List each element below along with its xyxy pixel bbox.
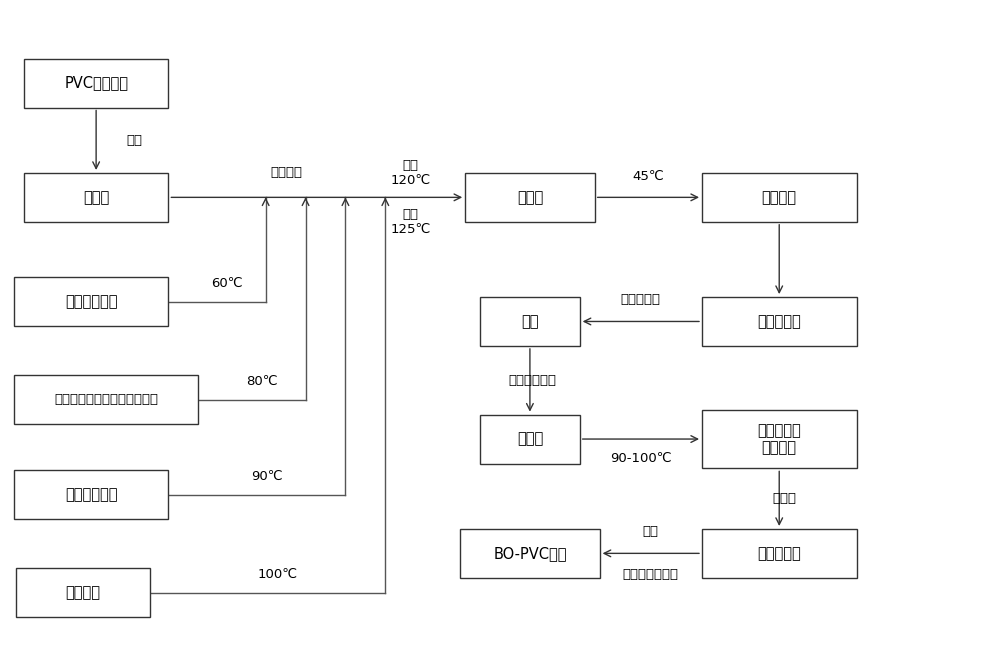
Text: BO-PVC管材: BO-PVC管材 [493,546,567,561]
Text: 外润滑剂: 外润滑剂 [66,585,101,600]
Text: 低速: 低速 [126,134,142,147]
Text: 90-100℃: 90-100℃ [610,452,672,465]
Text: 牵引: 牵引 [643,525,659,539]
Bar [480,297,580,346]
Bar [702,409,857,468]
Text: 定长切割、扩口: 定长切割、扩口 [623,568,679,581]
Bar [24,58,168,108]
Bar [702,529,857,578]
Text: 复合用稳定剂: 复合用稳定剂 [65,295,117,310]
Text: 80℃: 80℃ [246,375,278,388]
Bar [16,568,150,617]
Text: 混合物料: 混合物料 [762,190,797,205]
Bar [460,529,600,578]
Bar [702,173,857,222]
Text: 多阶梯锥形
取向芯模: 多阶梯锥形 取向芯模 [757,423,801,455]
Text: 成型模模头: 成型模模头 [621,293,661,306]
Bar [702,297,857,346]
Text: 热混机: 热混机 [83,190,109,205]
Text: 45℃: 45℃ [632,170,664,183]
Bar [14,277,168,327]
Bar [480,415,580,464]
Text: 加工助剂、内润滑剂、增韧剂: 加工助剂、内润滑剂、增韧剂 [54,394,158,406]
Text: PVC基体树脂: PVC基体树脂 [64,75,128,91]
Text: 加热炉: 加热炉 [517,432,543,447]
Text: 低于
125℃: 低于 125℃ [390,208,430,236]
Bar [14,375,198,424]
Text: 真空喷淋箱: 真空喷淋箱 [757,546,801,561]
Text: 锥双挤出机: 锥双挤出机 [757,314,801,329]
Text: 高于
120℃: 高于 120℃ [390,159,430,186]
Text: 100℃: 100℃ [258,567,298,581]
Text: 炭黑、钛白粉: 炭黑、钛白粉 [65,487,117,502]
Text: 90℃: 90℃ [251,470,283,483]
Bar [465,173,595,222]
Text: 冷混机: 冷混机 [517,190,543,205]
Text: 基管: 基管 [521,314,539,329]
Text: 定径套: 定径套 [772,492,796,505]
Text: 预定型、牵引: 预定型、牵引 [508,374,556,387]
Bar [24,173,168,222]
Text: 高速搅拌: 高速搅拌 [271,166,303,179]
Text: 60℃: 60℃ [211,277,243,290]
Bar [14,470,168,519]
